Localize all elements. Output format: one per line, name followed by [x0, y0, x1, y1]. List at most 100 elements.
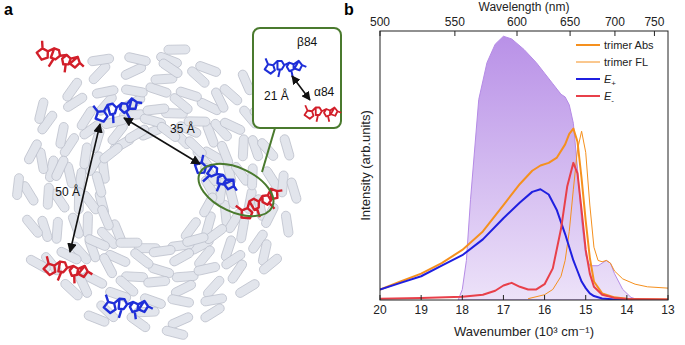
chromophore	[92, 93, 145, 127]
panel-label: a	[4, 1, 13, 18]
helix	[61, 76, 83, 102]
panel-label: b	[344, 1, 354, 18]
legend: trimer Abstrimer FLE+E-	[576, 39, 654, 105]
helix	[21, 213, 45, 239]
helix	[96, 204, 114, 231]
chromophore	[265, 58, 307, 77]
helix	[286, 177, 302, 204]
helix	[83, 233, 110, 252]
helix	[238, 135, 248, 161]
helix	[234, 278, 261, 299]
x-tick-label: 18	[456, 303, 470, 317]
chromophore-shape	[92, 93, 145, 127]
x-tick-label: 14	[620, 303, 634, 317]
x-tick-label: 17	[497, 303, 511, 317]
helix	[23, 138, 43, 165]
x-tick-label: 16	[538, 303, 552, 317]
helix	[199, 302, 226, 323]
chromophore	[34, 40, 88, 77]
helix	[200, 293, 227, 306]
helix	[281, 211, 294, 238]
figure: a50 Å35 Åβ84α8421 Åb20191817161514135005…	[0, 0, 685, 345]
chromophore	[103, 294, 154, 320]
helix	[167, 294, 194, 308]
helix	[226, 258, 248, 285]
area	[458, 36, 639, 300]
helix	[142, 104, 169, 116]
helix	[87, 54, 114, 67]
helix	[149, 245, 176, 257]
legend-swatch	[576, 95, 600, 97]
x2-tick	[614, 31, 615, 36]
helix	[92, 85, 119, 99]
helix	[91, 171, 107, 198]
x2-tick-label: 750	[644, 15, 664, 29]
helix	[279, 134, 295, 161]
x-tick-label: 19	[414, 303, 428, 317]
plot-marks	[380, 36, 668, 300]
helix	[218, 83, 243, 107]
x-tick	[668, 295, 669, 300]
inset-frame	[253, 28, 341, 128]
helix	[43, 183, 54, 210]
helix	[194, 60, 222, 77]
x-tick-label: 13	[661, 303, 675, 317]
x2-tick	[454, 31, 455, 36]
helix	[98, 252, 118, 279]
helix	[164, 45, 190, 54]
x2-tick	[380, 31, 381, 36]
x2-tick-label: 500	[370, 15, 390, 29]
chromophore-shape	[103, 294, 154, 320]
legend-label: trimer FL	[604, 56, 648, 68]
distance-label: 35 Å	[170, 121, 195, 136]
helix	[236, 216, 249, 243]
x2-tick-label: 650	[560, 15, 580, 29]
helix	[277, 171, 288, 198]
x2-tick-label: 550	[445, 15, 465, 29]
highlight-ellipse	[190, 153, 281, 227]
y-axis-label: Intensity (arb.units)	[358, 110, 373, 221]
helix	[98, 142, 124, 165]
helix	[143, 276, 170, 287]
legend-swatch	[576, 62, 600, 63]
line	[380, 129, 668, 300]
chromophore-shape	[34, 40, 88, 77]
legend-label: E+	[604, 73, 616, 88]
x-tick-label: 20	[373, 303, 387, 317]
helix	[52, 217, 63, 244]
line	[380, 189, 668, 300]
chromophore-shape	[42, 256, 94, 286]
helix	[161, 325, 188, 340]
helix	[55, 122, 69, 149]
helix	[198, 191, 219, 218]
distance-arrow	[124, 118, 200, 164]
helix	[34, 97, 49, 124]
helix	[121, 84, 148, 97]
helix	[116, 238, 142, 247]
helix	[125, 311, 151, 333]
x2-tick-label: 700	[605, 15, 625, 29]
panel-a: a50 Å35 Åβ84α8421 Å	[4, 1, 341, 340]
line	[380, 163, 668, 300]
helix	[83, 212, 93, 238]
helix	[219, 117, 246, 136]
x-tick	[421, 295, 422, 300]
legend-label: trimer Abs	[604, 39, 654, 51]
helix	[124, 52, 151, 67]
x2-tick	[654, 31, 655, 36]
panel-b: b2019181716151413500550600650700750Waven…	[344, 0, 675, 339]
legend-swatch	[576, 78, 600, 80]
helix	[175, 86, 203, 102]
chromophore	[305, 105, 342, 122]
chromophore-label: α84	[314, 85, 335, 99]
x-tick	[503, 295, 504, 300]
inset: β84α8421 Å	[253, 28, 341, 128]
distance-arrow	[292, 76, 310, 100]
chromophore-shape	[265, 58, 307, 77]
x-axis-label: Wavenumber (10³ cm⁻¹)	[454, 324, 594, 339]
helix	[59, 278, 84, 302]
helix	[12, 173, 24, 200]
x2-tick	[570, 31, 571, 36]
distance-label: 21 Å	[264, 88, 289, 103]
helix	[182, 232, 209, 248]
